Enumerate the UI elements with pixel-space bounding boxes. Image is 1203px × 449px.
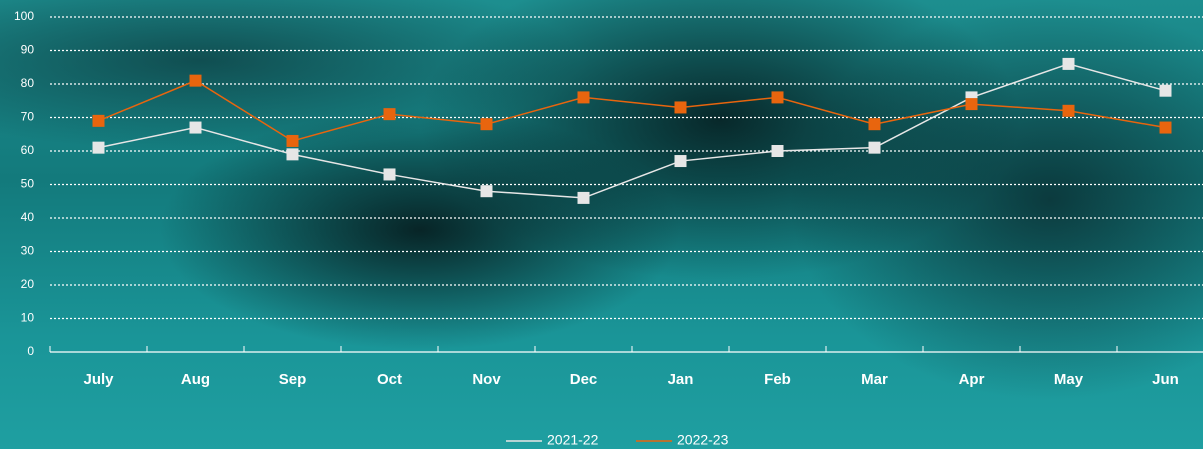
x-tick-label: Aug xyxy=(181,371,210,388)
data-point xyxy=(92,141,105,154)
legend-label: 2021-22 xyxy=(547,432,599,448)
data-point xyxy=(1159,121,1172,134)
data-point xyxy=(771,91,784,104)
y-tick-label: 0 xyxy=(27,344,34,358)
data-point xyxy=(577,191,590,204)
x-tick-label: Apr xyxy=(959,371,985,388)
data-point xyxy=(674,155,687,168)
x-tick-label: Sep xyxy=(279,371,307,388)
data-point xyxy=(286,134,299,147)
data-point xyxy=(868,141,881,154)
x-tick-label: Feb xyxy=(764,371,791,388)
y-tick-label: 50 xyxy=(21,177,35,191)
data-point xyxy=(383,108,396,121)
data-point xyxy=(868,118,881,131)
data-point xyxy=(1062,57,1075,70)
data-point xyxy=(383,168,396,181)
y-tick-label: 40 xyxy=(21,210,35,224)
data-point xyxy=(480,118,493,131)
data-point xyxy=(965,98,978,111)
x-tick-label: July xyxy=(83,371,114,388)
y-tick-label: 60 xyxy=(21,143,35,157)
y-tick-label: 10 xyxy=(21,311,35,325)
x-tick-label: Dec xyxy=(570,371,598,388)
data-point xyxy=(189,74,202,87)
x-tick-label: Mar xyxy=(861,371,888,388)
series-line xyxy=(98,79,1166,142)
x-tick-label: Jun xyxy=(1152,371,1179,388)
data-point xyxy=(577,91,590,104)
series-line xyxy=(98,63,1166,199)
data-point xyxy=(92,114,105,127)
legend-label: 2022-23 xyxy=(677,432,729,448)
x-tick-label: May xyxy=(1054,371,1084,388)
y-tick-label: 70 xyxy=(21,110,35,124)
data-point xyxy=(674,101,687,114)
data-point xyxy=(1159,84,1172,97)
y-tick-label: 80 xyxy=(21,76,35,90)
data-point xyxy=(286,148,299,161)
y-tick-label: 30 xyxy=(21,244,35,258)
data-point xyxy=(480,185,493,198)
x-tick-label: Jan xyxy=(668,371,694,388)
data-point xyxy=(189,121,202,134)
data-point xyxy=(771,145,784,157)
y-tick-label: 20 xyxy=(21,277,35,291)
x-tick-label: Oct xyxy=(377,371,402,388)
y-tick-label: 90 xyxy=(21,43,35,57)
y-tick-label: 100 xyxy=(14,9,34,23)
data-point xyxy=(1062,104,1075,117)
x-tick-label: Nov xyxy=(472,371,501,388)
